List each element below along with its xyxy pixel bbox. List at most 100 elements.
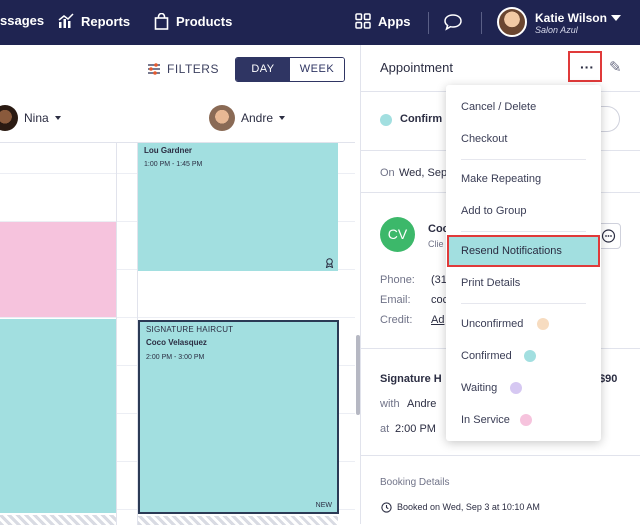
with-label: with	[380, 398, 400, 410]
blocked-time	[0, 515, 116, 525]
chat-icon[interactable]	[443, 13, 463, 36]
more-options-button[interactable]: ···	[568, 51, 602, 82]
menu-divider	[461, 159, 586, 160]
with-staff: Andre	[407, 398, 437, 410]
appointment-service: SIGNATURE HAIRCUT	[146, 325, 234, 334]
client-avatar[interactable]: CV	[380, 217, 415, 252]
menu-item-waiting[interactable]: Waiting	[461, 382, 498, 394]
appointment-time: 2:00 PM - 3:00 PM	[146, 354, 205, 361]
nav-divider	[428, 12, 429, 34]
more-dots-icon: ···	[580, 59, 594, 75]
nav-apps-label: Apps	[378, 13, 411, 29]
shopping-bag-icon	[154, 13, 169, 30]
appointment-block[interactable]	[0, 319, 116, 513]
add-credit-link[interactable]: Ad	[431, 314, 445, 326]
view-day-button[interactable]: DAY	[236, 58, 290, 81]
status-dot	[380, 114, 392, 126]
appointment-time: 1:00 PM - 1:45 PM	[144, 161, 203, 168]
apps-grid-icon	[355, 13, 371, 29]
menu-item-resend-notifications[interactable]: Resend Notifications	[447, 235, 600, 267]
status-dot-in-service	[520, 414, 532, 426]
blocked-time	[138, 516, 338, 525]
menu-item-confirmed[interactable]: Confirmed	[461, 350, 512, 362]
menu-item-in-service[interactable]: In Service	[461, 414, 510, 426]
staff-name: Nina	[24, 111, 49, 125]
edit-pencil-icon[interactable]: ✎	[609, 59, 622, 76]
staff-avatar	[0, 105, 18, 131]
nav-messages[interactable]: ssages	[0, 13, 44, 28]
menu-item-print-details[interactable]: Print Details	[461, 277, 521, 289]
appointment-client-name: Coco Velasquez	[146, 338, 207, 347]
menu-item-cancel-delete[interactable]: Cancel / Delete	[461, 101, 537, 113]
credit-label: Credit:	[380, 314, 413, 326]
view-toggle: DAY WEEK	[235, 57, 345, 82]
staff-selector-andre[interactable]: Andre	[209, 105, 286, 131]
panel-divider	[361, 455, 640, 456]
email-value[interactable]: coc	[431, 294, 449, 306]
panel-title: Appointment	[380, 60, 453, 75]
staff-avatar	[209, 105, 235, 131]
status-select-edge[interactable]	[590, 106, 620, 132]
service-name: Signature H	[380, 373, 442, 385]
calendar-area: FILTERS DAY WEEK Nina Andre Lou Gardner …	[0, 45, 361, 525]
nav-reports-label: Reports	[81, 13, 131, 29]
status-dot-confirmed	[524, 350, 536, 362]
appointment-time: 2:00 PM	[395, 423, 436, 435]
user-avatar[interactable]	[497, 7, 527, 37]
menu-divider	[461, 231, 586, 232]
email-label: Email:	[380, 294, 411, 306]
grid-line	[0, 317, 355, 318]
menu-divider	[461, 303, 586, 304]
menu-item-make-repeating[interactable]: Make Repeating	[461, 173, 542, 185]
date-prefix: On	[380, 167, 395, 179]
appointment-client-name: Lou Gardner	[144, 146, 193, 155]
filters-label: FILTERS	[167, 62, 219, 76]
menu-item-checkout[interactable]: Checkout	[461, 133, 508, 145]
nav-apps[interactable]: Apps	[355, 13, 411, 29]
nav-products-label: Products	[176, 14, 233, 29]
caret-down-icon	[54, 116, 61, 120]
appointment-coco-velasquez[interactable]: SIGNATURE HAIRCUT Coco Velasquez 2:00 PM…	[138, 320, 339, 514]
ribbon-icon	[325, 258, 334, 268]
phone-label: Phone:	[380, 274, 415, 286]
appointment-date: Wed, Sep	[399, 167, 448, 179]
nav-divider	[481, 12, 482, 34]
column-divider	[137, 143, 138, 525]
status-dot-unconfirmed	[537, 318, 549, 330]
phone-value[interactable]: (31	[431, 274, 447, 286]
schedule-grid: Lou Gardner 1:00 PM - 1:45 PM SIGNATURE …	[0, 142, 355, 525]
nav-products[interactable]: Products	[154, 13, 232, 30]
appointment-lou-gardner[interactable]: Lou Gardner 1:00 PM - 1:45 PM	[138, 143, 338, 271]
menu-item-label: Resend Notifications	[461, 245, 562, 257]
reports-icon	[58, 13, 74, 28]
at-label: at	[380, 423, 390, 435]
nav-messages-label: ssages	[0, 13, 45, 28]
top-navigation-bar: ssages Reports Products Apps Katie Wilso…	[0, 0, 640, 45]
staff-name: Andre	[241, 111, 274, 125]
chevron-down-icon[interactable]	[611, 15, 621, 21]
client-subtitle: Clie	[428, 239, 444, 249]
booked-on-text: Booked on Wed, Sep 3 at 10:10 AM	[397, 502, 540, 512]
more-options-menu: Cancel / Delete Checkout Make Repeating …	[446, 85, 601, 441]
chat-icon	[601, 229, 616, 243]
column-divider	[116, 143, 117, 525]
status-select[interactable]: Confirm	[400, 113, 443, 125]
booking-details-heading: Booking Details	[380, 477, 450, 488]
new-badge: NEW	[315, 502, 332, 509]
client-name[interactable]: Coc	[428, 223, 449, 235]
status-dot-waiting	[510, 382, 522, 394]
clock-icon	[381, 502, 392, 513]
user-name[interactable]: Katie Wilson	[535, 11, 607, 25]
caret-down-icon	[279, 116, 286, 120]
view-week-button[interactable]: WEEK	[290, 58, 344, 81]
filter-sliders-icon	[148, 63, 160, 75]
user-salon: Salon Azul	[535, 25, 578, 35]
menu-item-add-to-group[interactable]: Add to Group	[461, 205, 527, 217]
service-price: $90	[599, 373, 618, 385]
filters-button[interactable]: FILTERS	[147, 62, 219, 76]
calendar-scrollbar[interactable]	[356, 335, 360, 415]
menu-item-unconfirmed[interactable]: Unconfirmed	[461, 318, 524, 330]
appointment-block[interactable]	[0, 222, 116, 317]
staff-selector-nina[interactable]: Nina	[0, 105, 61, 131]
nav-reports[interactable]: Reports	[58, 13, 130, 29]
